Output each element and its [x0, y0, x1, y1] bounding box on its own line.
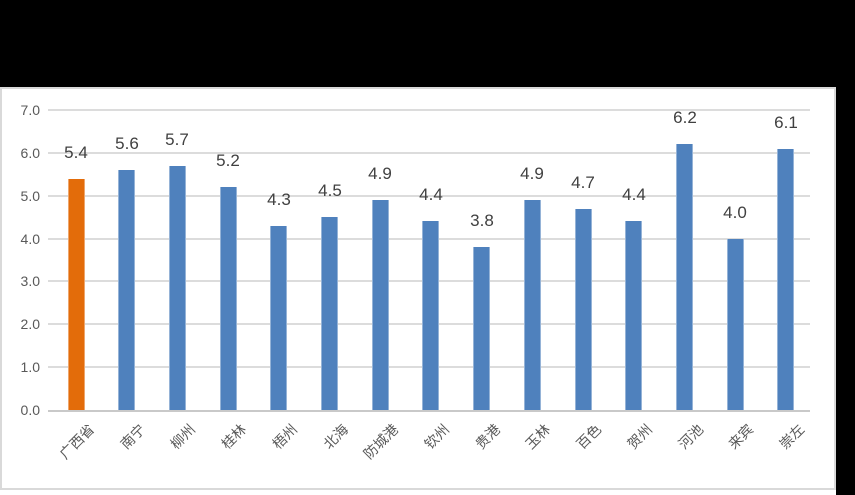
- bar: [777, 149, 794, 411]
- bar: [422, 221, 439, 411]
- bar-value-label: 4.9: [368, 164, 392, 183]
- bar: [118, 170, 135, 411]
- chart-panel-background: [0, 87, 836, 495]
- bar: [270, 226, 287, 411]
- bar-value-label: 4.9: [520, 164, 544, 183]
- bar: [169, 166, 186, 411]
- y-axis-tick-label: 0.0: [20, 402, 40, 418]
- bar: [321, 217, 338, 411]
- y-axis-tick-label: 6.0: [20, 145, 40, 161]
- bar: [625, 221, 642, 411]
- bar-value-label: 4.5: [318, 181, 342, 200]
- bar-value-label: 4.0: [723, 203, 747, 222]
- y-gridline: [48, 109, 810, 111]
- bar-value-label: 4.7: [571, 173, 595, 192]
- y-axis-tick-label: 3.0: [20, 273, 40, 289]
- bar-value-label: 4.3: [267, 190, 291, 209]
- top-black-margin: [0, 0, 855, 87]
- y-axis-tick-label: 5.0: [20, 188, 40, 204]
- bar-value-label: 5.6: [115, 134, 139, 153]
- bar: [575, 209, 592, 411]
- y-axis-tick-label: 7.0: [20, 102, 40, 118]
- bar: [676, 144, 693, 411]
- bar-value-label: 5.4: [64, 143, 88, 162]
- x-axis-line: [48, 410, 810, 412]
- bar-value-label: 6.2: [673, 108, 697, 127]
- bar-value-label: 5.7: [165, 130, 189, 149]
- bar-value-label: 4.4: [622, 185, 646, 204]
- bar: [220, 187, 237, 411]
- bar-value-label: 4.4: [419, 185, 443, 204]
- y-axis-tick-label: 1.0: [20, 359, 40, 375]
- bar: [473, 247, 490, 411]
- chart-panel-border: [0, 87, 836, 490]
- right-black-margin: [836, 87, 855, 495]
- y-axis-tick-label: 4.0: [20, 231, 40, 247]
- bar-value-label: 5.2: [216, 151, 240, 170]
- bar-value-label: 3.8: [470, 211, 494, 230]
- y-gridline: [48, 195, 810, 197]
- bar-value-label: 6.1: [774, 113, 798, 132]
- bar: [524, 200, 541, 411]
- y-gridline: [48, 152, 810, 154]
- bar: [68, 179, 85, 411]
- bar: [372, 200, 389, 411]
- bar: [727, 239, 744, 411]
- y-axis-tick-label: 2.0: [20, 316, 40, 332]
